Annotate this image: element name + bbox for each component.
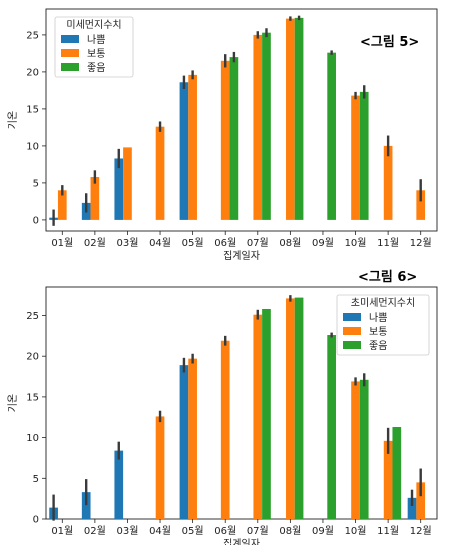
y-tick-label: 15 (26, 104, 39, 115)
bar (57, 190, 67, 220)
bar (81, 492, 91, 519)
bar (286, 298, 295, 519)
bar (253, 34, 263, 220)
legend-label: 좋음 (87, 62, 105, 74)
legend-label: 나쁨 (87, 34, 105, 46)
x-tick-label: 01월 (51, 525, 73, 537)
bar (155, 416, 165, 519)
y-tick-label: 5 (33, 474, 39, 485)
bar (179, 365, 189, 519)
legend-title: 초미세먼지수치 (351, 297, 415, 309)
bar (220, 340, 230, 519)
y-tick-label: 0 (33, 515, 39, 526)
bar (407, 497, 417, 519)
y-tick-label: 10 (26, 433, 39, 444)
x-tick-label: 02월 (84, 525, 106, 537)
x-tick-label: 05월 (182, 237, 204, 249)
bar (327, 335, 336, 519)
x-tick-label: 12월 (410, 525, 432, 537)
x-axis-label: 집계일자 (223, 538, 260, 545)
bar (383, 145, 393, 220)
bar (392, 427, 402, 519)
legend-swatch (61, 63, 79, 71)
bar (253, 314, 263, 519)
plot-frame (45, 286, 438, 520)
x-tick-label: 06월 (214, 237, 236, 249)
figure-6-caption: <그림 6> (358, 270, 418, 285)
legend-swatch (61, 49, 79, 57)
bar (286, 18, 295, 220)
x-tick-label: 01월 (51, 237, 73, 249)
bar (294, 17, 304, 220)
bar (383, 440, 393, 519)
legend-box (336, 294, 430, 356)
legend-swatch (343, 313, 361, 321)
x-tick-label: 04월 (149, 525, 171, 537)
legend-label: 보통 (369, 326, 387, 338)
y-tick-label: 25 (26, 311, 39, 322)
figure-5-caption: <그림 5> (360, 35, 420, 50)
y-tick-label: 20 (26, 352, 39, 363)
legend-label: 보통 (87, 48, 105, 60)
x-tick-label: 12월 (410, 237, 432, 249)
bar (123, 147, 132, 220)
x-tick-label: 10월 (345, 525, 367, 537)
legend-label: 좋음 (369, 340, 387, 352)
legend-swatch (343, 341, 361, 349)
bar (359, 91, 369, 220)
x-tick-label: 09월 (312, 237, 334, 249)
y-tick-label: 0 (33, 215, 39, 226)
x-tick-label: 07월 (247, 525, 269, 537)
y-axis-label: 기온 (7, 394, 19, 412)
x-tick-label: 11월 (377, 525, 399, 537)
bar (416, 190, 426, 220)
bar (262, 32, 271, 220)
x-tick-label: 08월 (279, 237, 301, 249)
bar (351, 381, 360, 519)
y-tick-label: 25 (26, 30, 39, 41)
bar (327, 52, 336, 220)
x-tick-label: 09월 (312, 525, 334, 537)
x-tick-label: 11월 (377, 237, 399, 249)
plot-frame (45, 8, 438, 232)
bar (188, 358, 197, 519)
bar (114, 158, 124, 220)
legend-swatch (61, 35, 79, 43)
bar (351, 95, 360, 220)
x-tick-label: 05월 (182, 525, 204, 537)
legend-box (54, 16, 134, 78)
x-tick-label: 06월 (214, 525, 236, 537)
bar (179, 82, 189, 220)
x-tick-label: 07월 (247, 237, 269, 249)
bar (294, 297, 304, 519)
x-tick-label: 03월 (116, 525, 138, 537)
bar (359, 379, 369, 519)
x-axis-label: 집계일자 (223, 250, 260, 262)
x-tick-label: 02월 (84, 237, 106, 249)
legend-title: 미세먼지수치 (66, 19, 121, 31)
bar (229, 57, 239, 220)
bar (416, 482, 426, 519)
legend-swatch (343, 327, 361, 335)
x-tick-label: 08월 (279, 525, 301, 537)
bar (114, 450, 124, 519)
x-tick-label: 10월 (345, 237, 367, 249)
legend-label: 나쁨 (369, 312, 387, 324)
x-tick-label: 03월 (116, 237, 138, 249)
y-tick-label: 20 (26, 67, 39, 78)
y-tick-label: 15 (26, 392, 39, 403)
bar (155, 126, 165, 220)
bar (262, 308, 271, 519)
x-tick-label: 04월 (149, 237, 171, 249)
bar (90, 176, 100, 220)
y-tick-label: 10 (26, 141, 39, 152)
y-tick-label: 5 (33, 178, 39, 189)
bar (188, 74, 197, 220)
y-axis-label: 기온 (7, 111, 19, 129)
bar (220, 60, 230, 220)
